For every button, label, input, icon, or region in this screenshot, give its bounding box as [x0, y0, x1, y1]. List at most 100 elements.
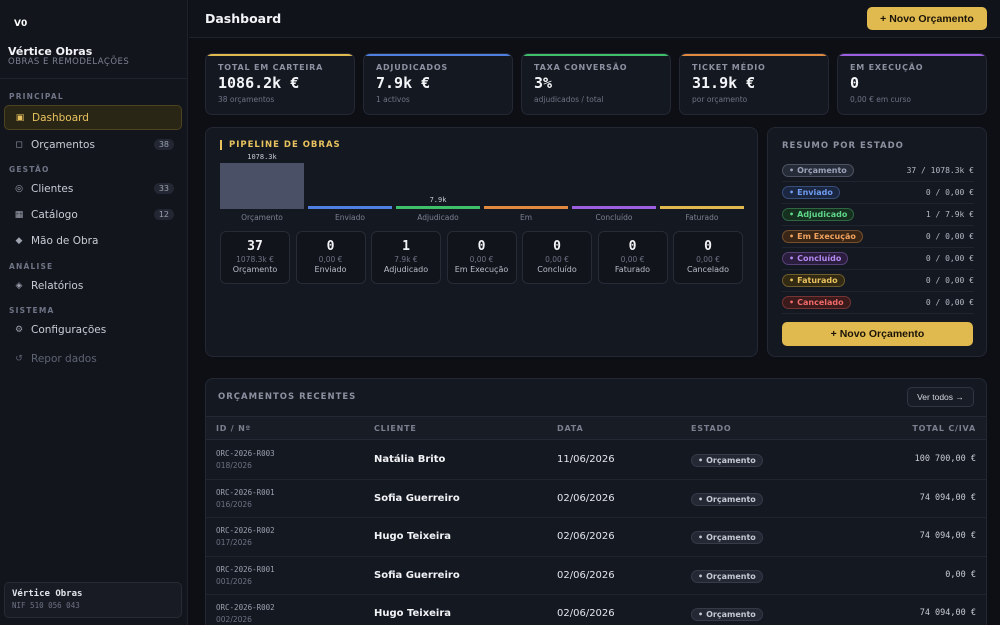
pipeline-stage[interactable]: 7.9k Adjudicado [396, 156, 480, 222]
pipeline-stage[interactable]: Em [484, 156, 568, 222]
quote-date: 02/06/2026 [557, 531, 615, 542]
sidebar-item-dashboard[interactable]: ▣ Dashboard [4, 105, 182, 130]
pipeline-bar [660, 206, 744, 209]
stage-name: Enviado [314, 265, 347, 274]
quote-state: • Orçamento [691, 607, 763, 621]
status-badge: • Orçamento [691, 531, 763, 544]
pipeline-panel: PIPELINE DE OBRAS 1078.3k Orçamento Enviad… [205, 127, 758, 357]
sidebar-item-catalogo[interactable]: ▦ Catálogo 12 [4, 202, 182, 227]
table-row[interactable]: ORC-2026-R002 002/2026 Hugo Teixeira 02/06/… [206, 595, 986, 625]
summary-value: 0 / 0,00 € [925, 254, 974, 263]
stage-count: 0 [628, 239, 637, 254]
stage-amount: 0,00 € [545, 255, 569, 264]
reports-icon: ◈ [15, 280, 23, 291]
pipeline-title: PIPELINE DE OBRAS [220, 140, 341, 150]
section-sistema: SISTEMA [9, 306, 55, 315]
sidebar-item-relatorios[interactable]: ◈ Relatórios [4, 273, 182, 298]
status-dot-icon: • [698, 456, 704, 465]
column-header-id[interactable]: ID / Nº [216, 424, 251, 433]
stage-stat-box[interactable]: 0 0,00 € Cancelado [673, 231, 743, 284]
column-header-state[interactable]: ESTADO [691, 424, 732, 433]
quote-state: • Orçamento [691, 569, 763, 583]
quote-client: Hugo Teixeira [374, 608, 452, 619]
summary-value: 37 / 1078.3k € [906, 166, 974, 175]
sidebar-item-orcamentos[interactable]: ◻ Orçamentos 38 [4, 132, 182, 157]
stage-stat-box[interactable]: 0 0,00 € Em Execução [446, 231, 517, 284]
quote-id: ORC-2026-R001 [216, 564, 275, 574]
stage-count: 0 [553, 239, 561, 254]
stage-stat-box[interactable]: 1 7.9k € Adjudicado [371, 231, 441, 284]
sidebar-item-mao-de-obra[interactable]: ◆ Mão de Obra [4, 228, 182, 253]
quote-client: Natália Brito [374, 454, 446, 465]
table-row[interactable]: ORC-2026-R001 001/2026 Sofia Guerreiro 02/0… [206, 557, 986, 595]
status-label: Enviado [797, 188, 833, 197]
status-label: Adjudicado [797, 210, 848, 219]
pipeline-stage[interactable]: 1078.3k Orçamento [220, 153, 304, 222]
kpi-accent [522, 54, 670, 56]
stage-amount: 0,00 € [620, 255, 645, 264]
column-header-total[interactable]: TOTAL C/IVA [912, 424, 976, 433]
status-label: Cancelado [797, 298, 844, 307]
stage-count: 0 [704, 239, 712, 254]
company-name: Vértice Obras [12, 589, 83, 599]
company-card: Vértice Obras NIF 510 056 043 [4, 582, 182, 618]
sidebar-item-configuracoes[interactable]: ⚙ Configurações [4, 317, 182, 342]
stage-name: Adjudicado [383, 265, 429, 274]
new-quote-button[interactable]: + Novo Orçamento [867, 7, 987, 30]
summary-row[interactable]: • Enviado 0 / 0,00 € [782, 182, 974, 204]
table-row[interactable]: ORC-2026-R003 018/2026 Natália Brito 11/06/… [206, 441, 986, 480]
labor-icon: ◆ [15, 235, 23, 246]
status-badge: • Orçamento [691, 454, 763, 467]
summary-row[interactable]: • Faturado 0 / 0,00 € [782, 270, 974, 292]
kpi-label: ADJUDICADOS [376, 63, 448, 72]
brand-logo: V0 [14, 19, 28, 29]
summary-row[interactable]: • Orçamento 37 / 1078.3k € [782, 160, 974, 182]
table-row[interactable]: ORC-2026-R002 017/2026 Hugo Teixeira 02/06/… [206, 518, 986, 557]
summary-row[interactable]: • Cancelado 0 / 0,00 € [782, 292, 974, 314]
kpi-card-execucao: EM EXECUÇÃO 0 0,00 € em curso [837, 53, 987, 115]
sidebar-item-clientes[interactable]: ◎ Clientes 33 [4, 176, 182, 201]
status-badge: • Orçamento [691, 492, 763, 506]
quote-client: Hugo Teixeira [374, 531, 452, 542]
summary-row[interactable]: • Em Execução 0 / 0,00 € [782, 226, 974, 248]
stage-stat-box[interactable]: 37 1078.3k € Orçamento [220, 231, 290, 284]
quote-client: Sofia Guerreiro [374, 492, 460, 504]
kpi-sub: 0,00 € em curso [850, 95, 911, 104]
view-all-button[interactable]: Ver todos → [907, 387, 974, 407]
pipeline-stage-name: Enviado [335, 213, 365, 222]
kpi-card-adjudicados: ADJUDICADOS 7.9k € 1 activos [363, 53, 513, 115]
pipeline-stage[interactable]: Concluído [572, 156, 656, 222]
status-dot-icon: • [789, 166, 795, 175]
column-header-date[interactable]: DATA [557, 424, 584, 433]
sidebar: V0 Vértice Obras OBRAS E REMODELAÇÕES PR… [0, 0, 188, 625]
summary-value: 1 / 7.9k € [925, 210, 974, 219]
pipeline-bar [572, 206, 656, 209]
table-header: ID / Nº CLIENTE DATA ESTADO TOTAL C/IVA [206, 416, 986, 440]
stage-stat-box[interactable]: 0 0,00 € Concluído [522, 231, 592, 284]
recent-title: ORÇAMENTOS RECENTES [218, 392, 357, 402]
status-dot-icon: • [789, 298, 795, 307]
stage-name: Em Execução [454, 265, 509, 274]
divider [0, 78, 188, 79]
pipeline-stage-name: Em [519, 213, 533, 222]
summary-row[interactable]: • Adjudicado 1 / 7.9k € [782, 204, 974, 226]
status-badge: • Faturado [782, 274, 845, 287]
section-gestao: GESTÃO [9, 165, 50, 174]
status-badge: • Adjudicado [782, 208, 855, 221]
pipeline-stage[interactable]: Enviado [308, 156, 392, 222]
summary-row[interactable]: • Concluído 0 / 0,00 € [782, 248, 974, 270]
kpi-label: EM EXECUÇÃO [850, 63, 924, 72]
stage-stat-box[interactable]: 0 0,00 € Faturado [597, 231, 668, 284]
summary-new-quote-button[interactable]: + Novo Orçamento [782, 322, 973, 346]
pipeline-stage-name: Faturado [685, 213, 719, 222]
status-dot-icon: • [789, 188, 795, 197]
pipeline-stage[interactable]: Faturado [660, 156, 744, 222]
quote-state: • Orçamento [691, 530, 763, 544]
kpi-accent [364, 54, 512, 56]
status-label: Faturado [797, 276, 838, 285]
stage-stat-box[interactable]: 0 0,00 € Enviado [295, 231, 366, 284]
sidebar-item-repor-dados[interactable]: ↺ Repor dados [4, 346, 182, 371]
table-row[interactable]: ORC-2026-R001 016/2026 Sofia Guerreiro 02/0… [206, 480, 986, 518]
column-header-client[interactable]: CLIENTE [374, 424, 417, 433]
section-principal: PRINCIPAL [9, 92, 64, 101]
